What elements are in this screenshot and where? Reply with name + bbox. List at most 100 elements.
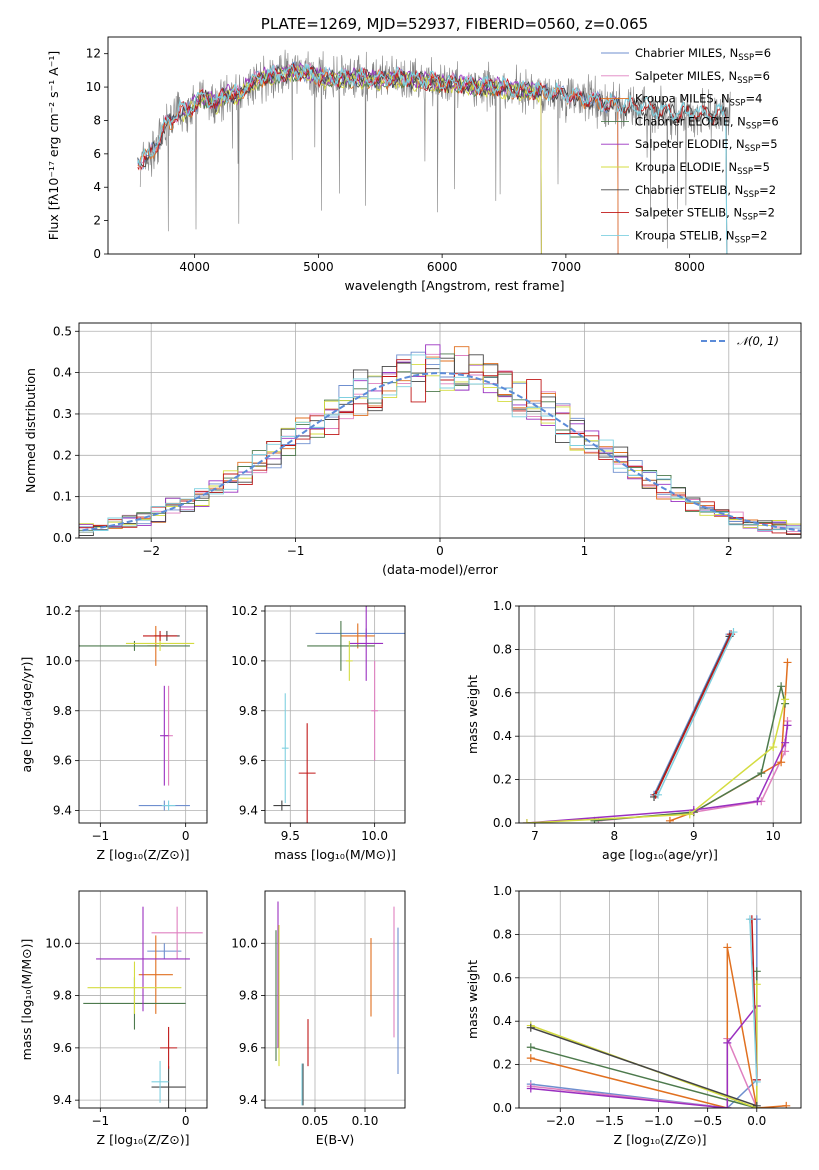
plot-area — [275, 901, 399, 1106]
plot-area — [273, 606, 405, 823]
x-axis-label: Z [log₁₀(Z/Z⊙)] — [97, 847, 190, 862]
panel-residuals: −2 −1 0 1 2 0.0 0.1 0.2 0.3 0.4 0.5 (data-model)/er… — [23, 322, 802, 577]
x-tick-label: −0.5 — [693, 1114, 722, 1128]
weight-marker — [723, 943, 732, 952]
legend-entry: 𝒩(0, 1) — [737, 334, 779, 348]
y-tick-label: 0.0 — [493, 1101, 512, 1115]
x-tick-label: 2 — [725, 544, 733, 558]
weight-series-line — [669, 662, 789, 822]
y-tick-label: 9.6 — [53, 754, 72, 768]
x-tick-label: 0.0 — [747, 1114, 766, 1128]
x-tick-label: 10.0 — [361, 829, 388, 843]
axes-frame — [264, 890, 406, 1109]
errorbar-point — [96, 906, 190, 1012]
y-tick-label: 9.6 — [239, 1041, 258, 1055]
y-tick-label: 0.3 — [53, 407, 72, 421]
y-tick-label: 10.0 — [45, 654, 72, 668]
y-tick-label: 1.0 — [493, 599, 512, 613]
x-tick-label: −2 — [142, 544, 160, 558]
y-tick-label: 9.6 — [53, 1041, 72, 1055]
x-tick-label: −1.5 — [595, 1114, 624, 1128]
weight-marker — [665, 816, 674, 823]
weight-marker — [777, 682, 786, 691]
x-axis-label: Z [log₁₀(Z/Z⊙)] — [97, 1132, 190, 1147]
y-tick-label: 0.1 — [53, 490, 72, 504]
weight-marker — [654, 790, 663, 799]
x-tick-label: 5000 — [303, 260, 334, 274]
y-axis-label: mass weight — [465, 675, 480, 754]
weight-marker — [782, 1101, 791, 1108]
weight-series-line — [526, 699, 786, 823]
weight-series-line — [530, 1026, 758, 1107]
y-tick-label: 10.2 — [45, 604, 72, 618]
legend: Chabrier MILES, NSSP=6 Salpeter MILES, NS… — [601, 46, 779, 245]
errorbar-point — [151, 906, 203, 959]
y-tick-label: 9.4 — [53, 804, 72, 818]
x-axis-label: Z [log₁₀(Z/Z⊙)] — [614, 1132, 707, 1147]
x-axis-label: mass [log₁₀(M/M⊙)] — [274, 847, 396, 862]
x-tick-label: 4000 — [179, 260, 210, 274]
x-tick-label: 6000 — [427, 260, 458, 274]
x-tick-label: 7000 — [551, 260, 582, 274]
y-tick-label: 0.0 — [53, 531, 72, 545]
weight-marker — [729, 628, 738, 637]
model-spectrum-line — [137, 63, 728, 254]
y-axis-label: Normed distribution — [23, 368, 38, 493]
errorbar-point — [340, 623, 375, 649]
errorbar-point — [147, 943, 182, 959]
errorbar-point — [151, 1060, 169, 1103]
weight-series-line — [594, 686, 786, 822]
y-tick-label: 1.0 — [493, 884, 512, 898]
x-tick-label: 9 — [690, 829, 698, 843]
errorbar-point — [143, 630, 178, 641]
weight-marker — [723, 1038, 732, 1047]
y-tick-label: 8 — [93, 113, 101, 127]
x-tick-label: 8000 — [674, 260, 705, 274]
weight-series-line — [653, 633, 731, 796]
errorbar-point — [160, 685, 169, 786]
y-tick-label: 0.4 — [53, 366, 72, 380]
y-tick-label: 0.4 — [493, 729, 512, 743]
residual-histogram — [79, 354, 801, 535]
x-tick-label: −1.0 — [644, 1114, 673, 1128]
weight-marker — [781, 695, 790, 704]
y-tick-label: 0.4 — [493, 1014, 512, 1028]
y-tick-label: 9.8 — [239, 704, 258, 718]
errorbar-point — [281, 693, 289, 804]
panel-age-vs-Z: −1 0 9.4 9.6 9.8 10.0 10.2 Z [log₁₀(Z/Z⊙)] age [… — [19, 604, 208, 862]
y-tick-label: 0 — [93, 247, 101, 261]
y-tick-label: 0.5 — [53, 324, 72, 338]
legend-entry: Chabrier ELODIE, NSSP=6 — [635, 114, 779, 131]
x-tick-label: 9.5 — [281, 829, 300, 843]
x-axis-label: wavelength [Angstrom, rest frame] — [344, 278, 564, 293]
y-tick-label: 10.0 — [231, 654, 258, 668]
panel-age-vs-mass: 9.5 10.0 9.4 9.6 9.8 10.0 10.2 mass [log₁₀(M/M⊙… — [231, 604, 406, 862]
y-tick-label: 9.4 — [239, 1093, 258, 1107]
y-tick-label: 4 — [93, 180, 101, 194]
y-tick-label: 9.8 — [53, 704, 72, 718]
panel-weight-vs-Z: −2.0 −1.5 −1.0 −0.5 0.0 0.0 0.2 0.4 0.6 0.8 1.0 Z [… — [465, 884, 802, 1147]
plot-area — [526, 915, 791, 1108]
errorbar-point — [151, 1066, 186, 1108]
y-axis-label: mass [log₁₀(M/M⊙)] — [19, 939, 34, 1061]
legend-entry: Chabrier STELIB, NSSP=2 — [635, 183, 776, 200]
panel-mass-vs-EBV: 0.05 0.10 9.4 9.6 9.8 10.0 E(B-V) — [231, 890, 406, 1147]
x-tick-label: 0 — [436, 544, 444, 558]
model-spectrum-line — [137, 63, 728, 254]
x-tick-label: 7 — [531, 829, 539, 843]
weight-marker — [777, 758, 786, 767]
y-axis-label: Flux [fλ10⁻¹⁷ erg cm⁻² s⁻¹ A⁻¹] — [46, 51, 61, 240]
y-tick-label: 9.8 — [239, 989, 258, 1003]
errorbar-point — [161, 800, 176, 811]
y-tick-label: 0.2 — [53, 448, 72, 462]
legend-entry: Salpeter ELODIE, NSSP=5 — [635, 137, 778, 154]
y-axis-label: age [log₁₀(age/yr)] — [19, 657, 34, 773]
y-axis-label: mass weight — [465, 960, 480, 1039]
weight-marker — [753, 797, 762, 806]
plot-area — [522, 628, 792, 823]
x-tick-label: 10 — [766, 829, 781, 843]
axes-frame — [518, 605, 802, 824]
weight-marker — [526, 1023, 535, 1032]
weight-marker — [689, 805, 698, 814]
errorbar-point — [349, 606, 384, 681]
